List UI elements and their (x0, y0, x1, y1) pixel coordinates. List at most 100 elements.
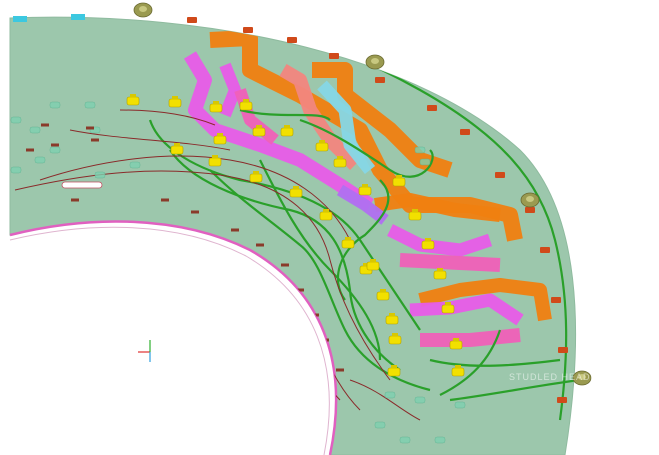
connector-body (333, 158, 347, 168)
connector-icon[interactable] (385, 313, 399, 325)
wire-harness-green[interactable] (449, 378, 580, 402)
connector-icon[interactable] (208, 155, 222, 167)
edge-clip-cyan[interactable] (71, 14, 85, 20)
wire-maroon[interactable] (39, 155, 351, 241)
connector-body (376, 291, 390, 301)
edge-clip[interactable] (375, 77, 385, 83)
wire-maroon[interactable] (119, 109, 216, 126)
fastener[interactable] (34, 156, 46, 164)
connector-icon[interactable] (366, 259, 380, 271)
connector-icon[interactable] (392, 175, 406, 187)
connector-icon[interactable] (168, 96, 182, 108)
connector-icon[interactable] (387, 365, 401, 377)
stud-icon[interactable] (520, 192, 540, 208)
stud-icon[interactable] (572, 370, 592, 386)
fastener[interactable] (454, 401, 466, 409)
fastener[interactable] (29, 126, 41, 134)
connector-icon[interactable] (239, 99, 253, 111)
ribbon-cable[interactable] (387, 224, 493, 257)
connector-icon[interactable] (213, 133, 227, 145)
stud-icon[interactable] (133, 2, 153, 18)
edge-clip[interactable] (558, 347, 568, 353)
connector-icon[interactable] (433, 268, 447, 280)
fastener[interactable] (414, 146, 426, 154)
edge-clip[interactable] (329, 53, 339, 59)
wire-maroon[interactable] (349, 379, 421, 421)
wire-harness-green[interactable] (148, 119, 421, 331)
connector-icon[interactable] (376, 289, 390, 301)
ribbon-cable[interactable] (374, 193, 501, 222)
ribbon-cable[interactable] (336, 184, 389, 225)
connector-icon[interactable] (319, 209, 333, 221)
edge-clip[interactable] (460, 129, 470, 135)
connector-body (387, 367, 401, 377)
edge-clip[interactable] (525, 207, 535, 213)
connector-icon[interactable] (358, 184, 372, 196)
edge-clip[interactable] (551, 297, 561, 303)
connector-icon[interactable] (333, 156, 347, 168)
connector-icon[interactable] (451, 365, 465, 377)
wire-harness-green[interactable] (336, 179, 390, 301)
wire-harness-green[interactable] (429, 358, 561, 367)
mount-tab (191, 210, 199, 214)
connector-icon[interactable] (289, 186, 303, 198)
connector-icon[interactable] (441, 302, 455, 314)
edge-clip[interactable] (243, 27, 253, 33)
connector-icon[interactable] (341, 237, 355, 249)
ribbon-cable[interactable] (409, 293, 524, 326)
wire-harness-green[interactable] (439, 329, 502, 396)
connector-icon[interactable] (280, 125, 294, 137)
wire-harness-green[interactable] (299, 118, 434, 178)
wire-maroon[interactable] (69, 129, 231, 151)
fastener[interactable] (84, 101, 96, 109)
connector-latch (391, 365, 397, 368)
fastener[interactable] (419, 158, 431, 166)
fastener[interactable] (94, 171, 106, 179)
connector-icon[interactable] (408, 209, 422, 221)
edge-clip[interactable] (287, 37, 297, 43)
connector-icon[interactable] (315, 140, 329, 152)
edge-clip[interactable] (540, 247, 550, 253)
edge-clip[interactable] (557, 397, 567, 403)
ribbon-cable[interactable] (317, 80, 376, 175)
mount-tab (296, 288, 304, 292)
fastener[interactable] (374, 421, 386, 429)
ribbon-cable[interactable] (219, 62, 241, 118)
connector-icon[interactable] (252, 125, 266, 137)
connector-icon[interactable] (170, 143, 184, 155)
ribbon-cable[interactable] (399, 253, 501, 272)
ribbon-cable[interactable] (418, 278, 552, 322)
fastener[interactable] (414, 396, 426, 404)
wire-harness-green[interactable] (239, 108, 331, 121)
fastener[interactable] (10, 166, 22, 174)
connector-icon[interactable] (388, 333, 402, 345)
connector-latch (370, 259, 376, 262)
fastener[interactable] (49, 101, 61, 109)
edge-clip-cyan[interactable] (13, 16, 27, 22)
edge-clip[interactable] (187, 17, 197, 23)
ribbon-cable[interactable] (183, 51, 374, 211)
fastener[interactable] (49, 146, 61, 154)
connector-icon[interactable] (249, 171, 263, 183)
edge-clip[interactable] (427, 105, 437, 111)
edge-clip[interactable] (495, 172, 505, 178)
wire-harness-green[interactable] (259, 159, 382, 361)
connector-icon[interactable] (421, 238, 435, 250)
wire-harness-green[interactable] (209, 169, 431, 392)
stud-icon[interactable] (365, 54, 385, 70)
connector-body (126, 96, 140, 106)
fastener[interactable] (129, 161, 141, 169)
fastener[interactable] (434, 436, 446, 444)
connector-icon[interactable] (126, 94, 140, 106)
fastener[interactable] (10, 116, 22, 124)
connector-body (358, 186, 372, 196)
fastener[interactable] (384, 391, 396, 399)
connector-icon[interactable] (449, 338, 463, 350)
wire-harness-green[interactable] (169, 149, 401, 371)
ribbon-cable[interactable] (420, 328, 521, 347)
ribbon-cable[interactable] (279, 63, 360, 170)
fastener[interactable] (399, 436, 411, 444)
connector-icon[interactable] (209, 101, 223, 113)
